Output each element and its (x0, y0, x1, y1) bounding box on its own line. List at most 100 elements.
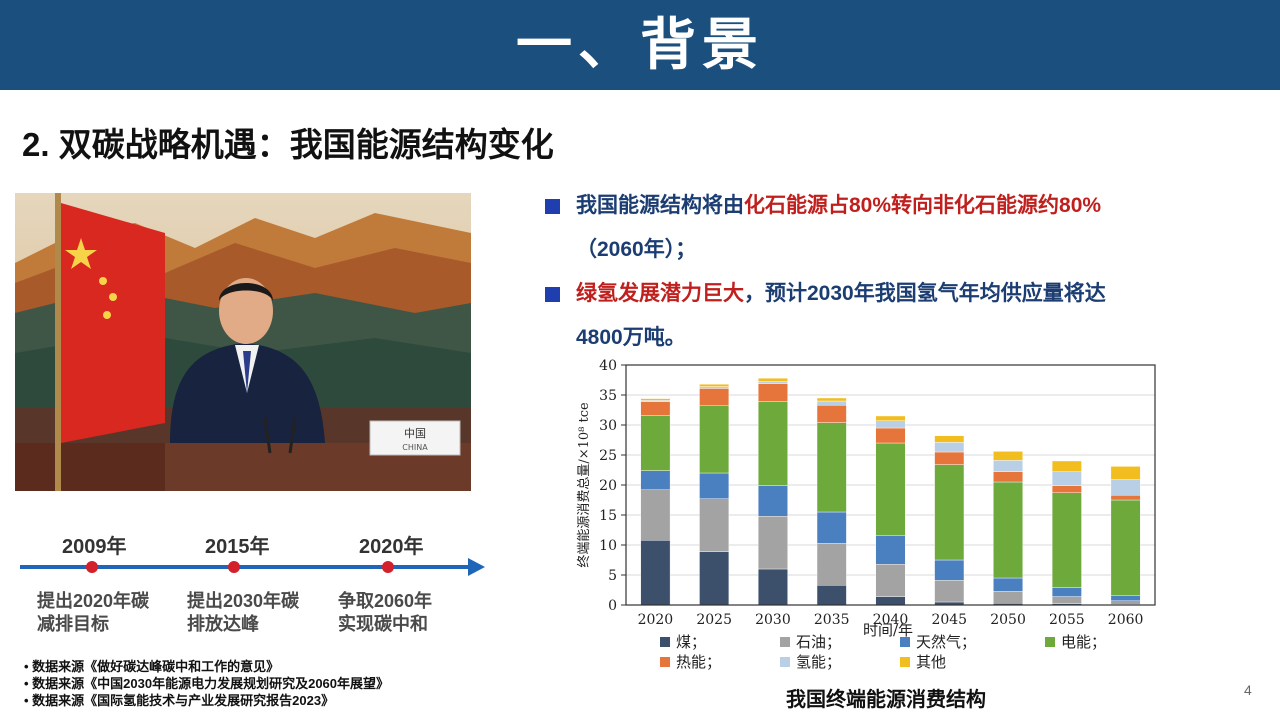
bar-segment-2040-1 (875, 563, 906, 597)
bar-segment-2020-4 (640, 401, 671, 416)
source-item: • 数据来源《中国2030年能源电力发展规划研究及2060年展望》 (24, 676, 390, 691)
y-tick-label: 25 (599, 448, 617, 464)
x-tick-label: 2060 (1108, 612, 1144, 628)
policy-timeline: 2009年 2015年 2020年 提出2020年碳 减排目标 提出2030年碳… (0, 520, 500, 650)
timeline-year-2009: 2009年 (62, 536, 127, 558)
bar-segment-2025-1 (699, 498, 730, 552)
bar-segment-2020-0 (640, 539, 671, 606)
speech-photo: 中国 CHINA (15, 193, 471, 491)
timeline-year-2020: 2020年 (359, 536, 424, 558)
bar-segment-2025-0 (699, 551, 730, 606)
bar-segment-2045-3 (934, 464, 965, 561)
x-axis-label: 时间/年 (863, 621, 913, 639)
timeline-desc-line: 排放达峰 (187, 614, 259, 634)
legend-label: 煤； (676, 633, 706, 651)
bar-segment-2040-4 (875, 427, 906, 444)
legend-swatch (660, 637, 670, 647)
y-tick-label: 35 (599, 388, 617, 404)
slide-title: 一、背景 (516, 13, 764, 76)
timeline-desc-2009: 提出2020年碳 减排目标 (37, 590, 149, 636)
placard-cn: 中国 (404, 427, 426, 440)
bar-segment-2025-6 (699, 384, 730, 387)
bullet-text: 我国能源结构将由 (576, 194, 744, 217)
bar-segment-2030-0 (758, 568, 788, 606)
bar-segment-2045-2 (934, 559, 965, 581)
x-tick-label: 2020 (638, 612, 674, 628)
bullet-highlight: 化石能源占80%转向非化石能源约80% (744, 194, 1102, 217)
y-tick-label: 15 (599, 508, 617, 524)
bullet-text: 4800万吨。 (576, 326, 686, 349)
page-number: 4 (1244, 682, 1252, 698)
bar-segment-2025-2 (699, 472, 730, 499)
bar-segment-2040-2 (875, 535, 906, 565)
legend-swatch (900, 637, 910, 647)
bar-segment-2050-6 (993, 451, 1023, 461)
legend-swatch (1045, 637, 1055, 647)
x-tick-label: 2055 (1049, 612, 1085, 628)
bar-segment-2060-3 (1110, 499, 1141, 596)
legend-swatch (900, 657, 910, 667)
bar-segment-2025-3 (699, 405, 730, 474)
bar-segment-2035-6 (816, 397, 847, 402)
source-item: • 数据来源《做好碳达峰碳中和工作的意见》 (24, 659, 280, 674)
bar-segment-2030-2 (758, 485, 788, 517)
timeline-arrow-icon (468, 558, 485, 576)
legend-label: 热能； (676, 653, 721, 671)
bar-segment-2055-4 (1051, 485, 1082, 494)
bar-segment-2035-1 (816, 542, 847, 586)
bar-segment-2040-0 (875, 596, 906, 606)
bar-segment-2060-4 (1110, 494, 1141, 501)
legend-swatch (780, 637, 790, 647)
bar-segment-2025-5 (699, 386, 730, 389)
timeline-desc-line: 提出2030年碳 (187, 591, 300, 611)
y-tick-label: 0 (608, 598, 617, 614)
timeline-dot-2020 (382, 561, 394, 573)
bar-segment-2035-4 (816, 405, 847, 423)
y-tick-label: 10 (599, 538, 617, 554)
bar-segment-2035-5 (816, 400, 847, 406)
legend-label: 电能； (1061, 633, 1106, 651)
y-axis-label: 终端能源消费总量/×10⁸ tce (576, 402, 592, 568)
timeline-desc-line: 实现碳中和 (338, 614, 428, 634)
y-tick-label: 30 (599, 418, 617, 434)
timeline-dot-2009 (86, 561, 98, 573)
section-subtitle: 2. 双碳战略机遇：我国能源结构变化 (22, 126, 554, 163)
legend-swatch (660, 657, 670, 667)
bar-segment-2045-6 (934, 435, 965, 443)
bar-segment-2050-4 (993, 471, 1023, 483)
bar-segment-2055-3 (1051, 492, 1082, 588)
bar-segment-2035-0 (816, 584, 847, 606)
legend-label: 天然气； (916, 633, 976, 651)
legend-label: 氢能； (796, 653, 841, 671)
bar-segment-2050-3 (993, 481, 1023, 579)
y-tick-label: 20 (599, 478, 617, 494)
y-tick-label: 5 (608, 568, 617, 584)
legend-label: 其他 (916, 653, 946, 671)
legend-label: 石油； (796, 633, 841, 651)
bullet-text: （2060年）； (576, 238, 697, 261)
bullet-green-hydrogen: 绿氢发展潜力巨大，预计2030年我国氢气年均供应量将达 4800万吨。 (545, 272, 1245, 360)
bar-segment-2035-3 (816, 422, 847, 513)
bar-segment-2020-6 (640, 398, 671, 401)
x-tick-label: 2030 (755, 612, 791, 628)
timeline-desc-2015: 提出2030年碳 排放达峰 (187, 590, 299, 636)
bar-segment-2040-5 (875, 420, 906, 429)
bar-segment-2040-6 (875, 415, 906, 422)
data-sources: • 数据来源《做好碳达峰碳中和工作的意见》 • 数据来源《中国2030年能源电力… (24, 658, 389, 709)
bar-segment-2025-4 (699, 388, 730, 406)
bar-segment-2055-2 (1051, 587, 1082, 597)
bar-segment-2055-6 (1051, 460, 1082, 473)
bar-segment-2060-6 (1110, 466, 1141, 480)
bar-segment-2030-6 (758, 378, 788, 382)
bar-segment-2060-5 (1110, 479, 1141, 496)
bar-segment-2020-2 (640, 470, 671, 490)
y-tick-label: 40 (599, 358, 617, 374)
bar-segment-2060-2 (1110, 595, 1141, 601)
bar-segment-2045-4 (934, 451, 965, 465)
plot-frame (625, 364, 1156, 606)
placard-en: CHINA (402, 443, 428, 452)
source-item: • 数据来源《国际氢能技术与产业发展研究报告2023》 (24, 693, 335, 708)
key-points: 我国能源结构将由化石能源占80%转向非化石能源约80% （2060年）； 绿氢发… (545, 184, 1245, 360)
timeline-desc-line: 减排目标 (37, 614, 109, 634)
bar-segment-2020-3 (640, 415, 671, 471)
